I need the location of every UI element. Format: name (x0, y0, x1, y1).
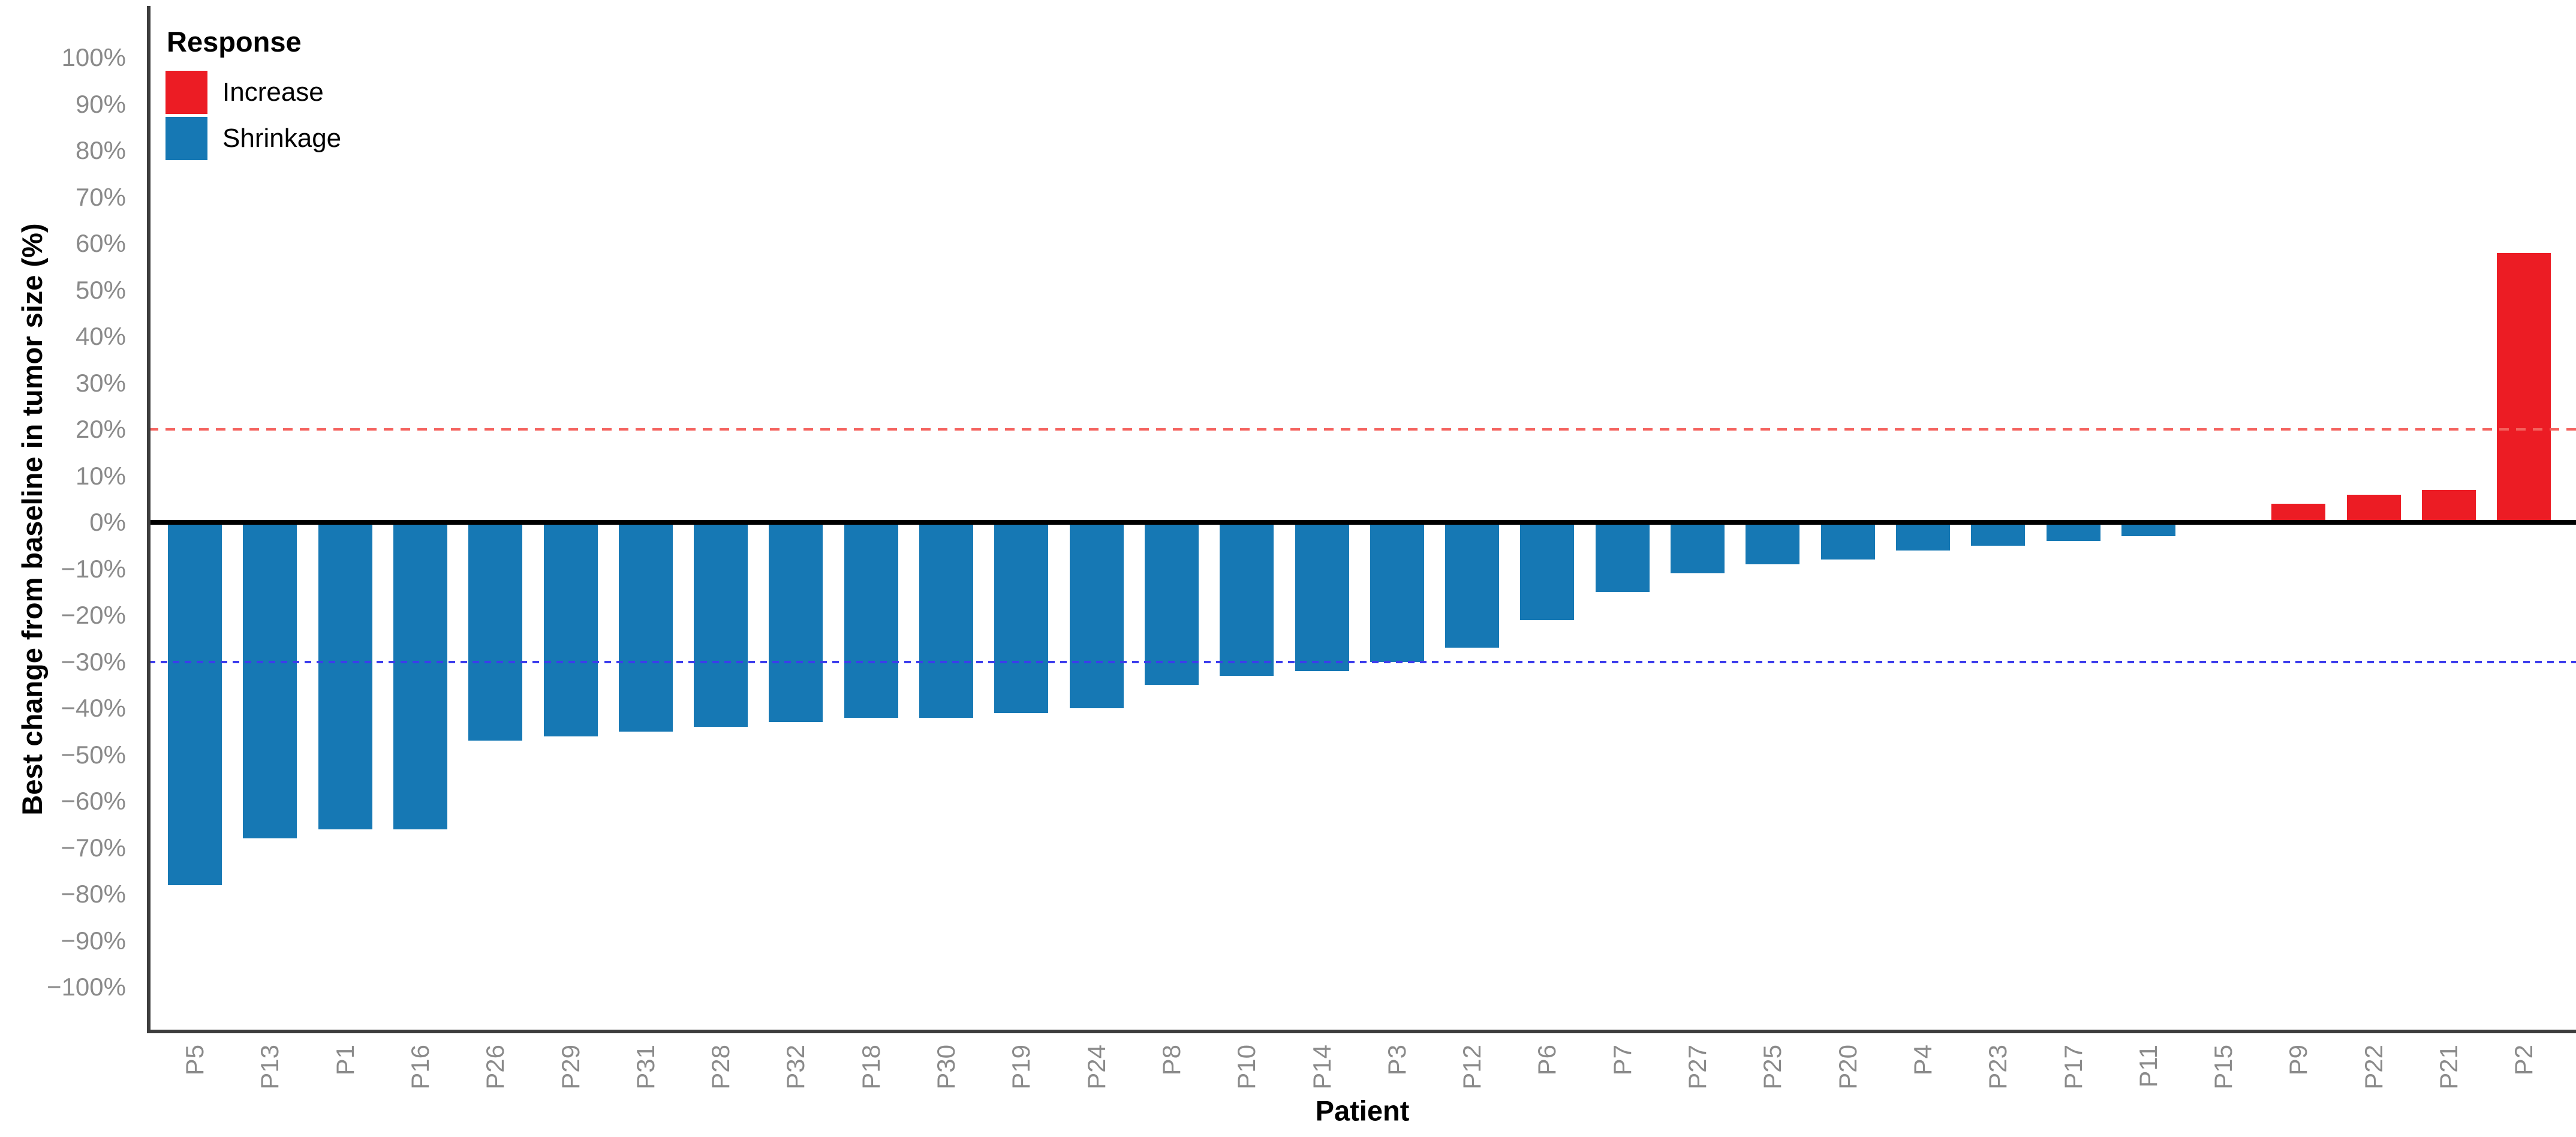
x-axis-title: Patient (1315, 1094, 1410, 1127)
y-tick--20: −20% (61, 601, 126, 629)
bar-P6 (1520, 522, 1575, 620)
x-tick-P31: P31 (631, 1045, 660, 1090)
y-tick--80: −80% (61, 880, 126, 908)
x-tick-P15: P15 (2209, 1045, 2238, 1090)
bar-P32 (769, 522, 823, 723)
x-tick-P18: P18 (856, 1045, 885, 1090)
x-tick-P6: P6 (1533, 1045, 1561, 1076)
x-tick-P7: P7 (1608, 1045, 1636, 1076)
x-tick-P17: P17 (2059, 1045, 2087, 1090)
y-tick-50: 50% (75, 275, 126, 304)
y-tick-40: 40% (75, 322, 126, 350)
bar-P17 (2046, 522, 2100, 541)
x-tick-P10: P10 (1232, 1045, 1261, 1090)
bar-P14 (1295, 522, 1349, 671)
x-tick-P22: P22 (2359, 1045, 2388, 1090)
bar-P16 (393, 522, 447, 829)
x-tick-P26: P26 (481, 1045, 510, 1090)
bar-P30 (919, 522, 973, 718)
y-tick--30: −30% (61, 647, 126, 676)
bar-P7 (1595, 522, 1650, 592)
y-tick--90: −90% (61, 926, 126, 955)
reference-line-increase-threshold (149, 428, 2576, 431)
reference-line-shrinkage-threshold (149, 660, 2576, 663)
shrinkage-swatch-icon (165, 117, 207, 160)
x-tick-P1: P1 (330, 1045, 359, 1076)
x-tick-P25: P25 (1758, 1045, 1787, 1090)
bar-P12 (1445, 522, 1500, 648)
x-tick-P28: P28 (706, 1045, 735, 1090)
y-tick--50: −50% (61, 740, 126, 769)
increase-swatch-icon (165, 71, 207, 114)
bar-P11 (2121, 522, 2175, 537)
y-tick-80: 80% (75, 136, 126, 164)
x-axis-line (147, 1030, 2576, 1033)
y-tick--60: −60% (61, 787, 126, 815)
y-axis-line (147, 6, 151, 1033)
x-tick-P16: P16 (405, 1045, 434, 1090)
x-tick-P12: P12 (1458, 1045, 1486, 1090)
bar-P21 (2422, 489, 2476, 522)
legend-item-increase: Increase (165, 71, 341, 114)
bar-P3 (1370, 522, 1424, 662)
x-tick-P24: P24 (1082, 1045, 1111, 1090)
legend-item-label: Shrinkage (222, 124, 342, 153)
bar-P19 (994, 522, 1049, 713)
y-tick-0: 0% (89, 508, 126, 536)
legend-item-label: Increase (222, 77, 324, 107)
bar-P31 (618, 522, 673, 732)
bar-P2 (2497, 252, 2551, 522)
bar-P8 (1144, 522, 1199, 685)
y-tick-20: 20% (75, 415, 126, 443)
x-tick-P5: P5 (180, 1045, 209, 1076)
y-tick-90: 90% (75, 89, 126, 118)
x-tick-P9: P9 (2284, 1045, 2313, 1076)
x-tick-P27: P27 (1683, 1045, 1711, 1090)
y-tick-70: 70% (75, 182, 126, 211)
bar-P10 (1220, 522, 1274, 676)
x-tick-P13: P13 (255, 1045, 284, 1090)
bar-P5 (168, 522, 222, 885)
x-tick-P8: P8 (1157, 1045, 1185, 1076)
y-tick--10: −10% (61, 554, 126, 583)
bar-P20 (1820, 522, 1875, 560)
y-tick-60: 60% (75, 229, 126, 257)
x-tick-P23: P23 (1984, 1045, 2012, 1090)
y-tick--100: −100% (47, 973, 126, 1001)
bar-P18 (844, 522, 898, 718)
x-tick-P4: P4 (1908, 1045, 1937, 1076)
x-tick-P32: P32 (781, 1045, 810, 1090)
bar-P13 (243, 522, 297, 838)
y-tick--40: −40% (61, 694, 126, 722)
bar-P27 (1671, 522, 1725, 574)
bar-P9 (2271, 504, 2326, 522)
legend-title: Response (167, 26, 302, 58)
bar-P25 (1746, 522, 1800, 564)
x-tick-P3: P3 (1382, 1045, 1411, 1076)
x-tick-P20: P20 (1833, 1045, 1862, 1090)
y-tick-100: 100% (61, 43, 126, 71)
x-tick-P19: P19 (1007, 1045, 1036, 1090)
x-tick-P11: P11 (2133, 1045, 2162, 1088)
y-tick-30: 30% (75, 368, 126, 397)
x-tick-P14: P14 (1307, 1045, 1336, 1090)
x-tick-P30: P30 (932, 1045, 960, 1090)
bar-P28 (694, 522, 748, 727)
legend-item-shrinkage: Shrinkage (165, 117, 341, 160)
x-tick-P21: P21 (2434, 1045, 2463, 1090)
bar-P22 (2346, 494, 2401, 522)
bar-P29 (543, 522, 598, 736)
zero-baseline (149, 520, 2576, 525)
y-tick--70: −70% (61, 833, 126, 862)
bar-P1 (318, 522, 372, 829)
bar-P23 (1971, 522, 2026, 546)
legend: Response Increase Shrinkage (165, 25, 341, 163)
bar-P26 (468, 522, 523, 741)
x-tick-P29: P29 (556, 1045, 585, 1090)
bar-P4 (1895, 522, 1950, 551)
bar-P24 (1069, 522, 1124, 708)
y-tick-10: 10% (75, 461, 126, 490)
x-tick-P2: P2 (2509, 1045, 2538, 1076)
